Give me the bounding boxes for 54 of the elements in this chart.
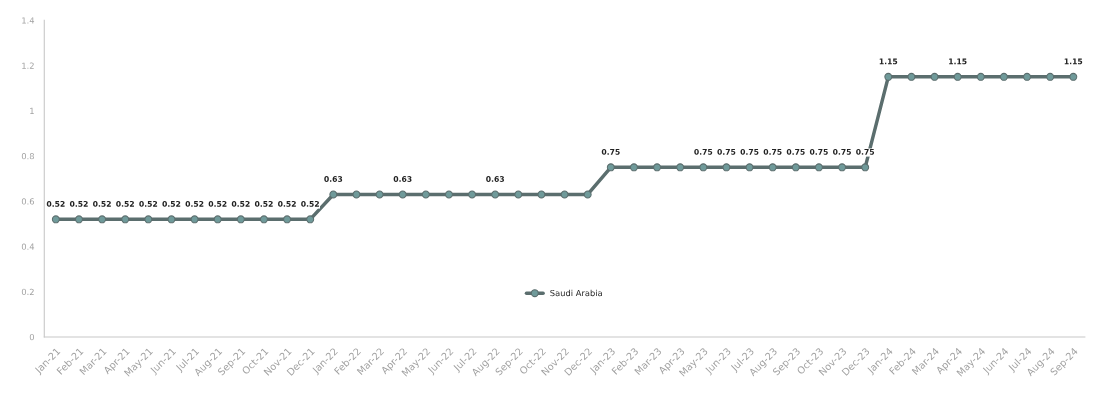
point	[976, 72, 985, 81]
point	[236, 215, 245, 224]
point	[259, 215, 268, 224]
legend-label: Saudi Arabia	[550, 289, 602, 297]
point	[514, 190, 523, 199]
point	[375, 190, 384, 199]
y-tick-label: 0.8	[21, 153, 34, 160]
y-tick-label: 0.6	[21, 198, 35, 205]
point	[144, 215, 153, 224]
point	[953, 72, 962, 81]
point	[838, 163, 847, 172]
point	[51, 215, 60, 224]
y-tick-label: 0	[29, 333, 34, 341]
point	[768, 163, 777, 172]
y-tick-label: 1	[30, 107, 34, 114]
point	[583, 190, 592, 199]
point	[213, 215, 222, 224]
point	[74, 215, 83, 224]
y-tick-label: 1.2	[22, 62, 34, 69]
y-tick-label: 0.4	[21, 243, 35, 250]
point	[98, 215, 107, 224]
point	[629, 163, 638, 172]
point	[491, 190, 500, 199]
point	[1069, 72, 1078, 81]
point	[1023, 72, 1032, 81]
point	[190, 215, 199, 224]
point	[398, 190, 407, 199]
point	[884, 72, 893, 81]
point	[444, 190, 453, 199]
point	[930, 72, 939, 81]
point	[329, 190, 338, 199]
point	[676, 163, 685, 172]
point	[167, 215, 176, 224]
point	[791, 163, 800, 172]
point	[537, 190, 546, 199]
point	[861, 163, 870, 172]
point	[699, 163, 708, 172]
point	[606, 163, 615, 172]
point	[814, 163, 823, 172]
point	[352, 190, 361, 199]
y-tick-label: 1.4	[22, 17, 35, 24]
point	[560, 190, 569, 199]
point	[283, 215, 292, 224]
point	[653, 163, 662, 172]
y-tick-label: 0.2	[21, 288, 34, 296]
point	[468, 190, 477, 199]
point	[1046, 72, 1055, 81]
point	[999, 72, 1008, 81]
point	[907, 72, 916, 81]
point	[745, 163, 754, 172]
point	[722, 163, 731, 172]
point	[306, 215, 315, 224]
point	[121, 215, 130, 224]
point	[421, 190, 430, 199]
